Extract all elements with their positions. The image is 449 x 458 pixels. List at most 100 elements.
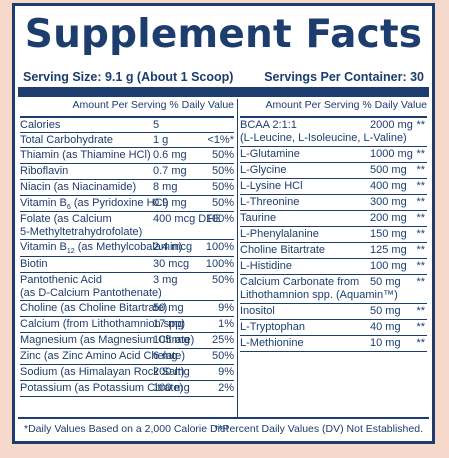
nutrient-name: Riboflavin <box>20 165 69 177</box>
nutrient-name: Vitamin B6 (as Pyridoxine HCl) <box>20 197 169 212</box>
nutrient-amount: 100 mg <box>370 260 407 272</box>
nutrient-row: L-Threonine 300 mg ** <box>240 195 427 211</box>
nutrient-row: Choline Bitartrate 125 mg ** <box>240 243 427 259</box>
nutrient-amount: 5 <box>153 119 160 131</box>
nutrient-row: BCAA 2:1:1 (L-Leucine, L-Isoleucine, L-Va… <box>240 118 427 147</box>
nutrient-daily-value: ** <box>416 321 425 333</box>
nutrient-row: Inositol 50 mg ** <box>240 304 427 320</box>
nutrient-amount: 0.6 mg <box>153 149 187 161</box>
nutrient-row: Vitamin B6 (as Pyridoxine HCl) 0.9 mg 50% <box>20 196 234 212</box>
nutrient-name: Pantothenic Acid (as D-Calcium Pantothena… <box>20 274 162 299</box>
nutrient-row: Vitamin B12 (as Methylcobalamin) 2.4 mcg 1… <box>20 240 234 257</box>
nutrient-row: Biotin 30 mcg 100% <box>20 257 234 273</box>
nutrient-name: BCAA 2:1:1 (L-Leucine, L-Isoleucine, L-Va… <box>240 119 407 144</box>
thick-rule <box>18 87 429 97</box>
nutrient-amount: 40 mg <box>370 321 401 333</box>
nutrient-daily-value: ** <box>416 228 425 240</box>
nutrient-daily-value: ** <box>416 244 425 256</box>
nutrient-row: Pantothenic Acid (as D-Calcium Pantothena… <box>20 273 234 301</box>
nutrient-amount: 2000 mg <box>370 119 413 131</box>
nutrient-amount: 200 mg <box>370 212 407 224</box>
nutrient-daily-value: ** <box>416 337 425 349</box>
serving-info: Serving Size: 9.1 g (About 1 Scoop) Serv… <box>23 68 424 86</box>
nutrient-amount: 2.4 mcg <box>153 241 193 253</box>
nutrient-name: Zinc (as Zinc Amino Acid Chelate) <box>20 350 186 362</box>
nutrient-name: L-Lysine HCl <box>240 180 303 192</box>
nutrient-amount: 1000 mg <box>370 148 413 160</box>
nutrient-row: Potassium (as Potassium Citrate) 100 mg 2% <box>20 381 234 397</box>
nutrient-name: Choline (as Choline Bitartrate) <box>20 302 168 314</box>
nutrient-amount: 125 mg <box>370 244 407 256</box>
nutrient-daily-value: 9% <box>218 366 234 378</box>
nutrient-name: Taurine <box>240 212 277 224</box>
footnote-not-established: **Percent Daily Values (DV) Not Establis… <box>214 423 423 435</box>
nutrient-daily-value: ** <box>416 276 425 288</box>
nutrient-amount: 400 mg <box>370 180 407 192</box>
serving-size: Serving Size: 9.1 g (About 1 Scoop) <box>23 70 234 84</box>
nutrient-row: Riboflavin 0.7 mg 50% <box>20 164 234 180</box>
servings-per-container: Servings Per Container: 30 <box>264 70 424 84</box>
footnote-daily-values: *Daily Values Based on a 2,000 Calorie D… <box>24 423 229 435</box>
nutrient-amount: 300 mg <box>370 196 407 208</box>
nutrient-daily-value: ** <box>416 180 425 192</box>
nutrient-row: L-Histidine 100 mg ** <box>240 259 427 275</box>
nutrient-amount: 105 mg <box>153 334 190 346</box>
nutrient-row: L-Glutamine 1000 mg ** <box>240 147 427 163</box>
nutrient-daily-value: <1%* <box>207 134 234 146</box>
nutrient-amount: 8 mg <box>153 181 178 193</box>
left-nutrient-column: Calories 5 Total Carbohydrate 1 g <1%* Thiami… <box>20 116 234 397</box>
nutrient-row: Thiamin (as Thiamine HCl) 0.6 mg 50% <box>20 148 234 164</box>
nutrient-row: Magnesium (as Magnesium Citrate) 105 mg 25… <box>20 333 234 349</box>
nutrient-daily-value: 50% <box>211 149 234 161</box>
panel-content: Amount Per Serving % Daily Value Amount … <box>12 3 435 444</box>
nutrient-amount: 50 mg <box>370 276 401 288</box>
footnote-rule <box>18 417 429 419</box>
nutrient-amount: 50 mg <box>153 302 184 314</box>
nutrient-amount: 100 mg <box>153 382 190 394</box>
nutrient-row: L-Glycine 500 mg ** <box>240 163 427 179</box>
nutrient-row: Folate (as Calcium 5-Methyltetrahydrofola… <box>20 212 234 240</box>
nutrient-daily-value: ** <box>416 260 425 272</box>
nutrient-row: Niacin (as Niacinamide) 8 mg 50% <box>20 180 234 196</box>
nutrient-daily-value: ** <box>416 196 425 208</box>
nutrient-daily-value: 1% <box>218 318 234 330</box>
nutrient-amount: 150 mg <box>370 228 407 240</box>
nutrient-daily-value: 9% <box>218 302 234 314</box>
nutrient-row: L-Methionine 10 mg ** <box>240 336 427 352</box>
nutrient-amount: 0.7 mg <box>153 165 187 177</box>
nutrient-row: L-Phenylalanine 150 mg ** <box>240 227 427 243</box>
nutrient-daily-value: 100% <box>205 241 234 253</box>
nutrient-row: L-Lysine HCl 400 mg ** <box>240 179 427 195</box>
nutrient-amount: 17 mg <box>153 318 184 330</box>
nutrient-name: Inositol <box>240 305 275 317</box>
nutrient-amount: 6 mg <box>153 350 178 362</box>
nutrient-daily-value: 2% <box>218 382 234 394</box>
nutrient-name: Choline Bitartrate <box>240 244 325 256</box>
right-column-header: Amount Per Serving % Daily Value <box>265 99 427 111</box>
nutrient-amount: 10 mg <box>370 337 401 349</box>
nutrient-amount: 3 mg <box>153 274 178 286</box>
nutrient-name: Biotin <box>20 258 48 270</box>
nutrient-daily-value: 50% <box>211 165 234 177</box>
nutrient-name: Sodium (as Himalayan Rock Salt) <box>20 366 185 378</box>
nutrient-amount: 0.9 mg <box>153 197 187 209</box>
nutrient-row: Calcium Carbonate from Lithothamnion spp.… <box>240 275 427 304</box>
nutrient-amount: 400 mcg DFE <box>153 213 221 225</box>
panel-title: Supplement Facts <box>24 12 423 57</box>
nutrient-row: L-Tryptophan 40 mg ** <box>240 320 427 336</box>
nutrient-name: Potassium (as Potassium Citrate) <box>20 382 184 394</box>
nutrient-row: Taurine 200 mg ** <box>240 211 427 227</box>
nutrient-daily-value: ** <box>416 164 425 176</box>
nutrient-daily-value: 50% <box>211 350 234 362</box>
nutrient-row: Total Carbohydrate 1 g <1%* <box>20 133 234 148</box>
nutrient-row: Choline (as Choline Bitartrate) 50 mg 9% <box>20 301 234 317</box>
nutrient-name: Calcium (from Lithothamnion spp) <box>20 318 186 330</box>
nutrient-name: L-Threonine <box>240 196 300 208</box>
nutrient-row: Calcium (from Lithothamnion spp) 17 mg 1% <box>20 317 234 333</box>
nutrient-name: L-Glutamine <box>240 148 300 160</box>
nutrient-daily-value: 50% <box>211 197 234 209</box>
nutrient-daily-value: ** <box>416 119 425 131</box>
supplement-facts-panel: Supplement Facts Serving Size: 9.1 g (Ab… <box>12 3 435 444</box>
nutrient-name: Thiamin (as Thiamine HCl) <box>20 149 151 161</box>
nutrient-daily-value: 100% <box>205 213 234 225</box>
